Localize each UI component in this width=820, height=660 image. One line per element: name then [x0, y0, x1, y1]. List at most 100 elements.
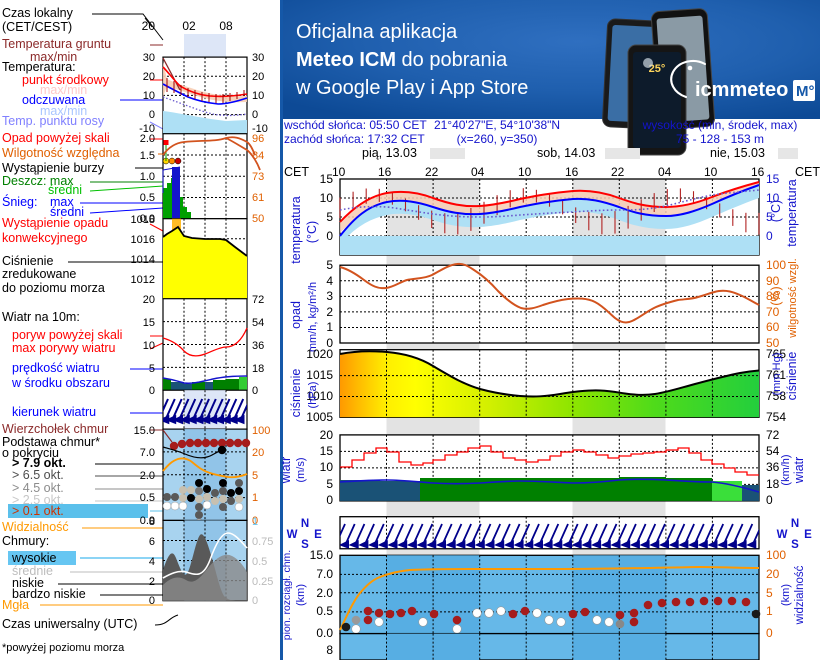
svg-text:21°40'27"E, 54°10'38"N: 21°40'27"E, 54°10'38"N [434, 118, 560, 132]
svg-text:1005: 1005 [306, 410, 333, 424]
svg-text:(mm Hg): (mm Hg) [771, 353, 783, 396]
svg-text:20: 20 [142, 19, 156, 33]
svg-text:ciśnienie: ciśnienie [785, 352, 799, 401]
svg-text:100: 100 [252, 425, 270, 437]
svg-text:sob, 14.03: sob, 14.03 [537, 146, 595, 160]
svg-text:61: 61 [252, 192, 264, 204]
svg-text:1018: 1018 [131, 214, 155, 226]
svg-text:18: 18 [252, 363, 264, 375]
svg-text:0: 0 [766, 493, 773, 507]
svg-text:1: 1 [326, 320, 333, 334]
svg-text:0: 0 [252, 595, 258, 607]
svg-text:30: 30 [143, 52, 155, 64]
svg-text:72: 72 [766, 428, 780, 442]
svg-text:10: 10 [332, 165, 346, 179]
svg-text:E: E [314, 529, 322, 541]
svg-text:0: 0 [766, 626, 773, 640]
svg-text:Meteo ICM do pobrania: Meteo ICM do pobrania [296, 49, 508, 71]
svg-text:S: S [791, 539, 799, 551]
svg-text:Widzialność: Widzialność [2, 520, 69, 534]
svg-text:08: 08 [219, 19, 233, 33]
svg-text:1012: 1012 [131, 274, 155, 286]
svg-text:2: 2 [326, 305, 333, 319]
svg-text:0.5: 0.5 [140, 192, 155, 204]
svg-text:0.5: 0.5 [316, 604, 333, 618]
svg-text:(m/s): (m/s) [295, 457, 307, 482]
svg-text:Chmury:: Chmury: [2, 534, 49, 548]
svg-text:7.0: 7.0 [316, 567, 333, 581]
svg-text:10: 10 [320, 191, 334, 205]
svg-text:96: 96 [252, 133, 264, 145]
svg-text:ciśnienie: ciśnienie [289, 369, 303, 418]
svg-text:18: 18 [766, 477, 780, 491]
svg-text:15: 15 [143, 317, 155, 329]
svg-text:3: 3 [326, 289, 333, 303]
svg-text:Mgła: Mgła [2, 598, 29, 612]
svg-text:temperatura: temperatura [785, 179, 799, 246]
svg-text:max porywy wiatru: max porywy wiatru [12, 341, 116, 355]
svg-text:1.0: 1.0 [140, 171, 155, 183]
svg-text:Temp. punktu rosy: Temp. punktu rosy [2, 114, 105, 128]
svg-text:20: 20 [143, 71, 155, 83]
svg-text:icmmeteo: icmmeteo [695, 79, 788, 101]
svg-text:72: 72 [252, 294, 264, 306]
svg-text:(km): (km) [295, 584, 307, 606]
svg-text:(°C): (°C) [769, 200, 783, 222]
svg-text:temperatura: temperatura [289, 196, 303, 263]
svg-text:2: 2 [149, 576, 155, 588]
svg-text:opad: opad [289, 301, 303, 329]
svg-text:0.5: 0.5 [140, 492, 155, 504]
svg-text:50: 50 [252, 213, 264, 225]
svg-text:M°: M° [796, 83, 815, 100]
svg-text:> 6.5 okt.: > 6.5 okt. [12, 468, 64, 482]
svg-text:10: 10 [252, 90, 264, 102]
svg-text:mm/h, kg/m²/h: mm/h, kg/m²/h [307, 282, 319, 352]
svg-text:20: 20 [252, 447, 264, 459]
svg-text:wysokie: wysokie [11, 551, 57, 565]
svg-text:54: 54 [766, 444, 780, 458]
svg-text:5: 5 [326, 477, 333, 491]
svg-text:5: 5 [326, 210, 333, 224]
svg-text:22: 22 [425, 165, 439, 179]
svg-text:20: 20 [766, 567, 780, 581]
svg-text:10: 10 [518, 165, 532, 179]
svg-text:2.0: 2.0 [140, 133, 155, 145]
svg-text:2.0: 2.0 [316, 586, 333, 600]
svg-text:20: 20 [252, 71, 264, 83]
svg-text:prędkość wiatru: prędkość wiatru [12, 361, 100, 375]
svg-text:wilgotność wzgl.: wilgotność wzgl. [787, 258, 799, 338]
svg-text:04: 04 [658, 165, 672, 179]
svg-text:S: S [301, 539, 309, 551]
svg-text:8: 8 [149, 516, 155, 528]
svg-text:30: 30 [252, 52, 264, 64]
svg-text:(hPa): (hPa) [307, 382, 319, 409]
svg-text:5: 5 [766, 586, 773, 600]
svg-text:60: 60 [766, 320, 780, 334]
svg-text:Temperatura:: Temperatura: [2, 60, 76, 74]
svg-text:4: 4 [149, 556, 155, 568]
svg-text:N: N [301, 518, 309, 530]
svg-text:Oficjalna aplikacja: Oficjalna aplikacja [296, 21, 458, 43]
svg-text:(%): (%) [769, 286, 783, 305]
svg-text:0: 0 [252, 109, 258, 121]
svg-text:0: 0 [149, 595, 155, 607]
svg-text:Ciśnienie: Ciśnienie [2, 254, 53, 268]
svg-text:16: 16 [751, 165, 765, 179]
svg-text:8: 8 [326, 643, 333, 657]
svg-text:1016: 1016 [131, 234, 155, 246]
svg-text:2.0: 2.0 [140, 470, 155, 482]
svg-text:20: 20 [320, 428, 334, 442]
svg-text:(km): (km) [780, 584, 792, 606]
svg-text:15.0: 15.0 [310, 548, 334, 562]
svg-text:nie, 15.03: nie, 15.03 [710, 146, 765, 160]
svg-text:Wiatr na 10m:: Wiatr na 10m: [2, 310, 80, 324]
svg-text:Wystąpienie burzy: Wystąpienie burzy [2, 161, 105, 175]
svg-text:Czas lokalny: Czas lokalny [2, 6, 74, 20]
svg-text:0.75: 0.75 [252, 536, 273, 548]
svg-text:5: 5 [326, 258, 333, 272]
svg-text:1: 1 [252, 492, 258, 504]
svg-text:20: 20 [143, 294, 155, 306]
svg-text:100: 100 [766, 548, 786, 562]
svg-text:02: 02 [182, 19, 196, 33]
svg-text:zredukowane: zredukowane [2, 267, 76, 281]
